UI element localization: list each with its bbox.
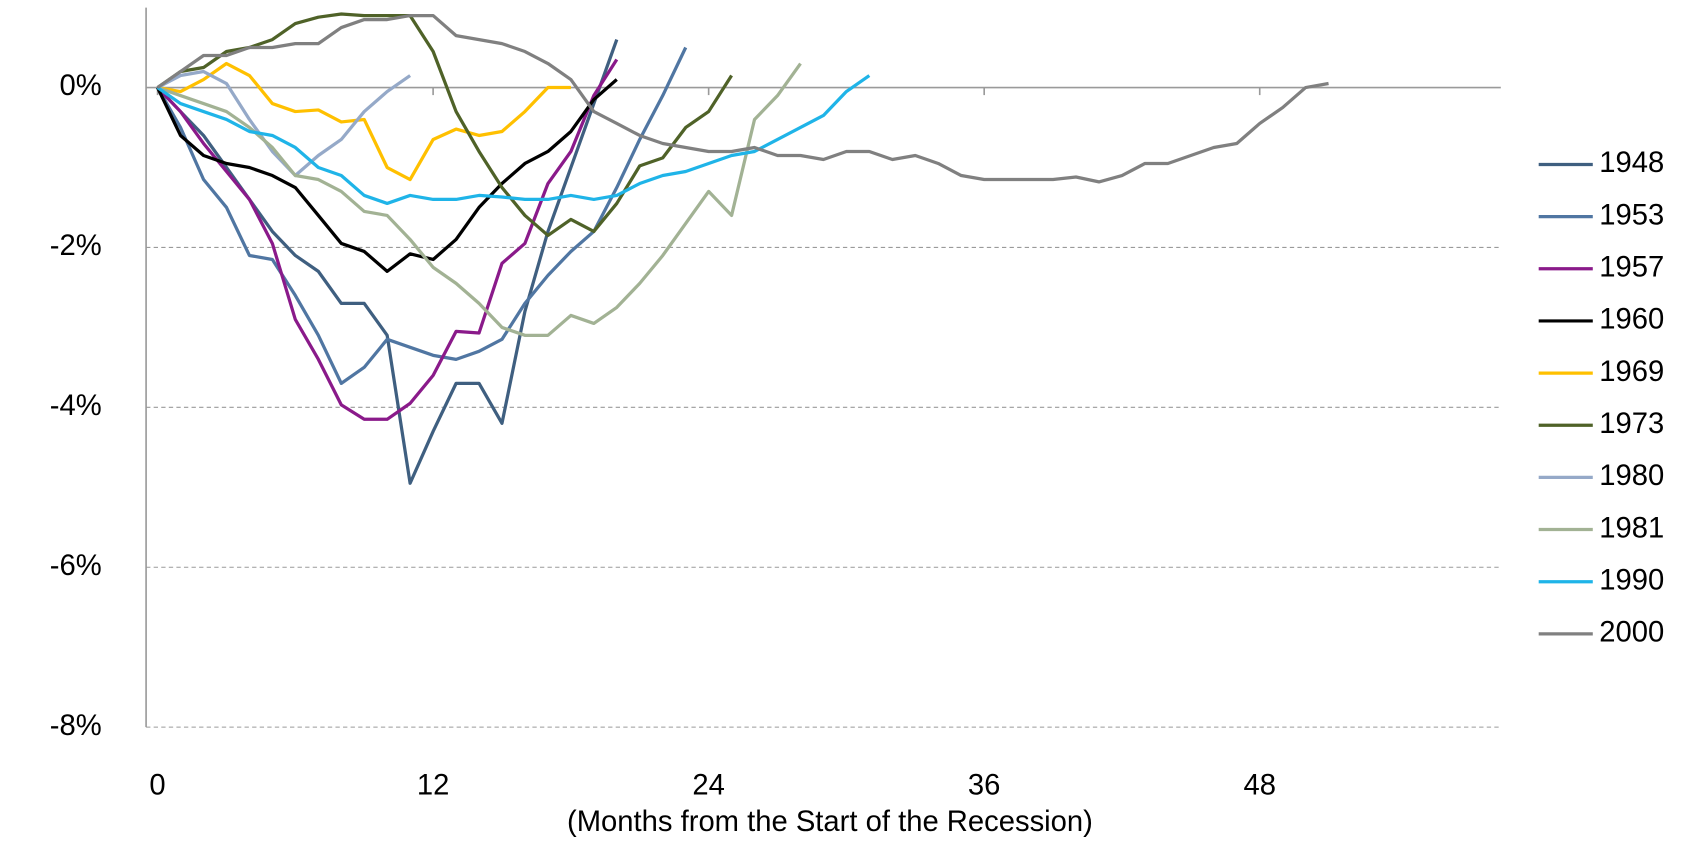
x-tick-label: 24 [692,769,724,801]
series-line [157,62,802,337]
series-line [157,61,571,182]
legend-label: 1990 [1599,564,1664,596]
legend-label: 2000 [1599,617,1664,649]
series-line [156,58,619,421]
x-axis-label: (Months from the Start of the Recession) [567,806,1093,838]
series-line [156,13,1329,184]
legend-label: 1960 [1599,304,1664,336]
legend-label: 1953 [1599,199,1664,231]
y-tick-label: 0% [60,70,102,102]
series-line [156,39,619,485]
legend-label: 1969 [1599,356,1664,388]
series-line [156,78,618,274]
legend-label: 1957 [1599,252,1664,284]
y-tick-label: -2% [50,230,102,262]
y-tick-label: -8% [50,710,102,742]
series-line [156,46,688,385]
series-line [156,74,871,206]
legend-label: 1981 [1599,512,1664,544]
legend-label: 1948 [1599,147,1664,179]
x-tick-label: 36 [968,769,1000,801]
legend-label: 1980 [1599,460,1664,492]
y-tick-label: -4% [50,390,102,422]
x-tick-label: 12 [417,769,449,801]
y-tick-label: -6% [50,550,102,582]
x-tick-label: 0 [149,769,165,801]
x-tick-label: 48 [1243,769,1275,801]
legend-label: 1973 [1599,408,1664,440]
